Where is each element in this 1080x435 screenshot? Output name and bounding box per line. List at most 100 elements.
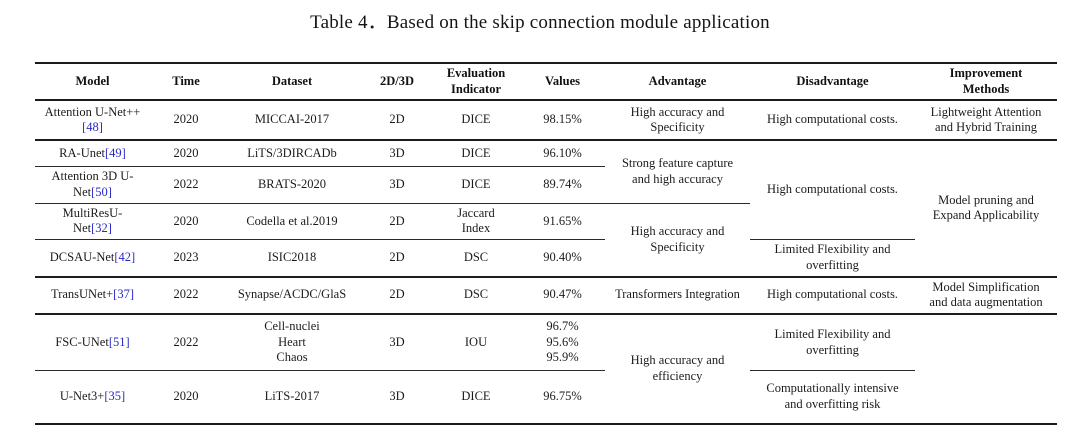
cell-time: 2022 bbox=[150, 276, 222, 315]
cell-time: 2020 bbox=[150, 100, 222, 142]
cell-advantage: High accuracy and Specificity bbox=[605, 100, 750, 142]
cell-disadvantage: High computational costs. bbox=[750, 100, 915, 142]
header-row: Model Time Dataset 2D/3D Evaluation Indi… bbox=[35, 63, 1057, 102]
cell-time: 2020 bbox=[173, 389, 199, 404]
cell-improvement: Lightweight Attention and Hybrid Trainin… bbox=[915, 100, 1057, 142]
citation-link[interactable]: [51] bbox=[108, 334, 130, 349]
cell-indicator: DICE bbox=[461, 389, 491, 404]
cell-disadvantage: Computationally intensive and overfittin… bbox=[766, 381, 899, 411]
table-header: Model Time Dataset 2D/3D Evaluation Indi… bbox=[35, 63, 1057, 102]
header-time: Time bbox=[150, 63, 222, 102]
cell-advantage-merged: High accuracy and Specificity bbox=[605, 203, 750, 278]
cell-values: 96.7% 95.6% 95.9% bbox=[520, 313, 605, 372]
model-name: FSC-UNet bbox=[55, 334, 109, 349]
cell-time: 2022 bbox=[150, 313, 222, 372]
cell-disadvantage: Limited Flexibility and overfitting bbox=[750, 239, 915, 278]
cell-time: 2020 bbox=[150, 140, 222, 167]
cell-improvement-merged: Model pruning and Expand Applicability bbox=[915, 140, 1057, 278]
table-row: Attention U-Net++[48] 2020 MICCAI-2017 2… bbox=[35, 100, 1057, 142]
cell-dataset: Cell-nuclei Heart Chaos bbox=[222, 313, 362, 372]
cell-improvement: Model Simplification and data augmentati… bbox=[915, 276, 1057, 315]
citation-link[interactable]: [50] bbox=[91, 184, 112, 199]
cell-2d3d: 2D bbox=[362, 100, 432, 142]
table-row: RA-Unet[49] 2020 LiTS/3DIRCADb 3D DICE 9… bbox=[35, 140, 1057, 278]
model-name: U-Net3+ bbox=[59, 389, 105, 404]
cell-indicator: DICE bbox=[432, 100, 520, 142]
cell-improvement-empty bbox=[915, 314, 1057, 424]
cell-model: Attention U-Net++[48] bbox=[35, 100, 150, 142]
cell-advantage-merged: Strong feature capture and high accuracy bbox=[605, 140, 750, 204]
cell-dataset: Synapse/ACDC/GlaS bbox=[222, 276, 362, 315]
model-name: RA-Unet bbox=[59, 145, 105, 160]
cell-values: 90.47% bbox=[520, 276, 605, 315]
cell-dataset: MICCAI-2017 bbox=[222, 100, 362, 142]
cell-model: U-Net3+[35] bbox=[35, 371, 150, 424]
cell-time: 2023 bbox=[150, 239, 222, 278]
cell-values: 90.40% bbox=[520, 239, 605, 278]
cell-time: 2020 bbox=[150, 203, 222, 241]
cell-dataset: LiTS-2017 bbox=[264, 389, 320, 404]
cell-dataset: Codella et al.2019 bbox=[222, 203, 362, 241]
cell-model: DCSAU-Net[42] bbox=[35, 239, 150, 278]
cell-2d3d: 3D bbox=[362, 166, 432, 204]
citation-link[interactable]: [42] bbox=[114, 249, 136, 264]
cell-indicator: DICE bbox=[432, 140, 520, 167]
header-disadvantage: Disadvantage bbox=[750, 63, 915, 102]
cell-disadvantage: High computational costs. bbox=[750, 276, 915, 315]
table-caption: Table 4．Based on the skip connection mod… bbox=[310, 12, 770, 33]
header-model: Model bbox=[35, 63, 150, 102]
cell-disadvantage: Limited Flexibility and overfitting bbox=[750, 313, 915, 372]
cell-values: 96.10% bbox=[520, 140, 605, 167]
table-row: Attention 3D U-Net[50] 2022 BRATS-2020 3… bbox=[35, 166, 1057, 204]
cell-values: 96.75% bbox=[543, 389, 582, 404]
citation-link[interactable]: [37] bbox=[113, 287, 134, 302]
cell-indicator: Jaccard Index bbox=[432, 203, 520, 241]
citation-link[interactable]: [35] bbox=[104, 389, 126, 404]
cell-2d3d: 2D bbox=[362, 203, 432, 241]
cell-2d3d: 2D bbox=[362, 239, 432, 278]
citation-link[interactable]: [32] bbox=[91, 221, 112, 236]
model-name: TransUNet+ bbox=[51, 287, 114, 302]
cell-model: Attention 3D U-Net[50] bbox=[35, 166, 150, 204]
cell-disadvantage-merged: High computational costs. bbox=[750, 140, 915, 241]
model-name: MultiResU-Net bbox=[62, 205, 123, 236]
cell-model: TransUNet+[37] bbox=[35, 276, 150, 315]
header-evaluation-indicator: Evaluation Indicator bbox=[432, 63, 520, 102]
cell-2d3d: 3D bbox=[389, 389, 405, 404]
header-values: Values bbox=[520, 63, 605, 102]
table-row: TransUNet+[37] 2022 Synapse/ACDC/GlaS 2D… bbox=[35, 276, 1057, 315]
citation-link[interactable]: [48] bbox=[82, 120, 103, 135]
cell-indicator: DICE bbox=[432, 166, 520, 204]
cell-values: 89.74% bbox=[520, 166, 605, 204]
citation-link[interactable]: [49] bbox=[105, 145, 126, 160]
header-2d3d: 2D/3D bbox=[362, 63, 432, 102]
cell-dataset: LiTS/3DIRCADb bbox=[222, 140, 362, 167]
cell-values: 91.65% bbox=[520, 203, 605, 241]
header-improvement-methods: Improvement Methods bbox=[915, 63, 1057, 102]
cell-advantage-merged: High accuracy and efficiency bbox=[630, 353, 725, 383]
cell-indicator: DSC bbox=[432, 239, 520, 278]
cell-advantage: Transformers Integration bbox=[605, 276, 750, 315]
table-row: FSC-UNet[51] 2022 Cell-nuclei Heart Chao… bbox=[35, 313, 1057, 383]
cell-model: FSC-UNet[51] bbox=[35, 313, 150, 372]
cell-dataset: ISIC2018 bbox=[222, 239, 362, 278]
cell-model: RA-Unet[49] bbox=[35, 140, 150, 167]
model-name: Attention 3D U-Net bbox=[51, 169, 134, 199]
model-name: Attention U-Net++ bbox=[44, 104, 141, 119]
model-name: DCSAU-Net bbox=[49, 249, 115, 264]
header-dataset: Dataset bbox=[222, 63, 362, 102]
table-row: MultiResU-Net[32] 2020 Codella et al.201… bbox=[35, 203, 1057, 278]
table-row: U-Net3+[35] 2020 LiTS-2017 3D DICE 96.75… bbox=[35, 371, 1057, 424]
cell-2d3d: 2D bbox=[362, 276, 432, 315]
header-advantage: Advantage bbox=[605, 63, 750, 102]
cell-values: 98.15% bbox=[520, 100, 605, 142]
cell-indicator: IOU bbox=[432, 313, 520, 372]
cell-time: 2022 bbox=[150, 166, 222, 204]
cell-dataset: BRATS-2020 bbox=[222, 166, 362, 204]
skip-connection-table: Model Time Dataset 2D/3D Evaluation Indi… bbox=[35, 62, 1057, 425]
cell-indicator: DSC bbox=[432, 276, 520, 315]
cell-model: MultiResU-Net[32] bbox=[35, 203, 150, 241]
table-row: DCSAU-Net[42] 2023 ISIC2018 2D DSC 90.40… bbox=[35, 239, 1057, 278]
cell-2d3d: 3D bbox=[362, 140, 432, 167]
